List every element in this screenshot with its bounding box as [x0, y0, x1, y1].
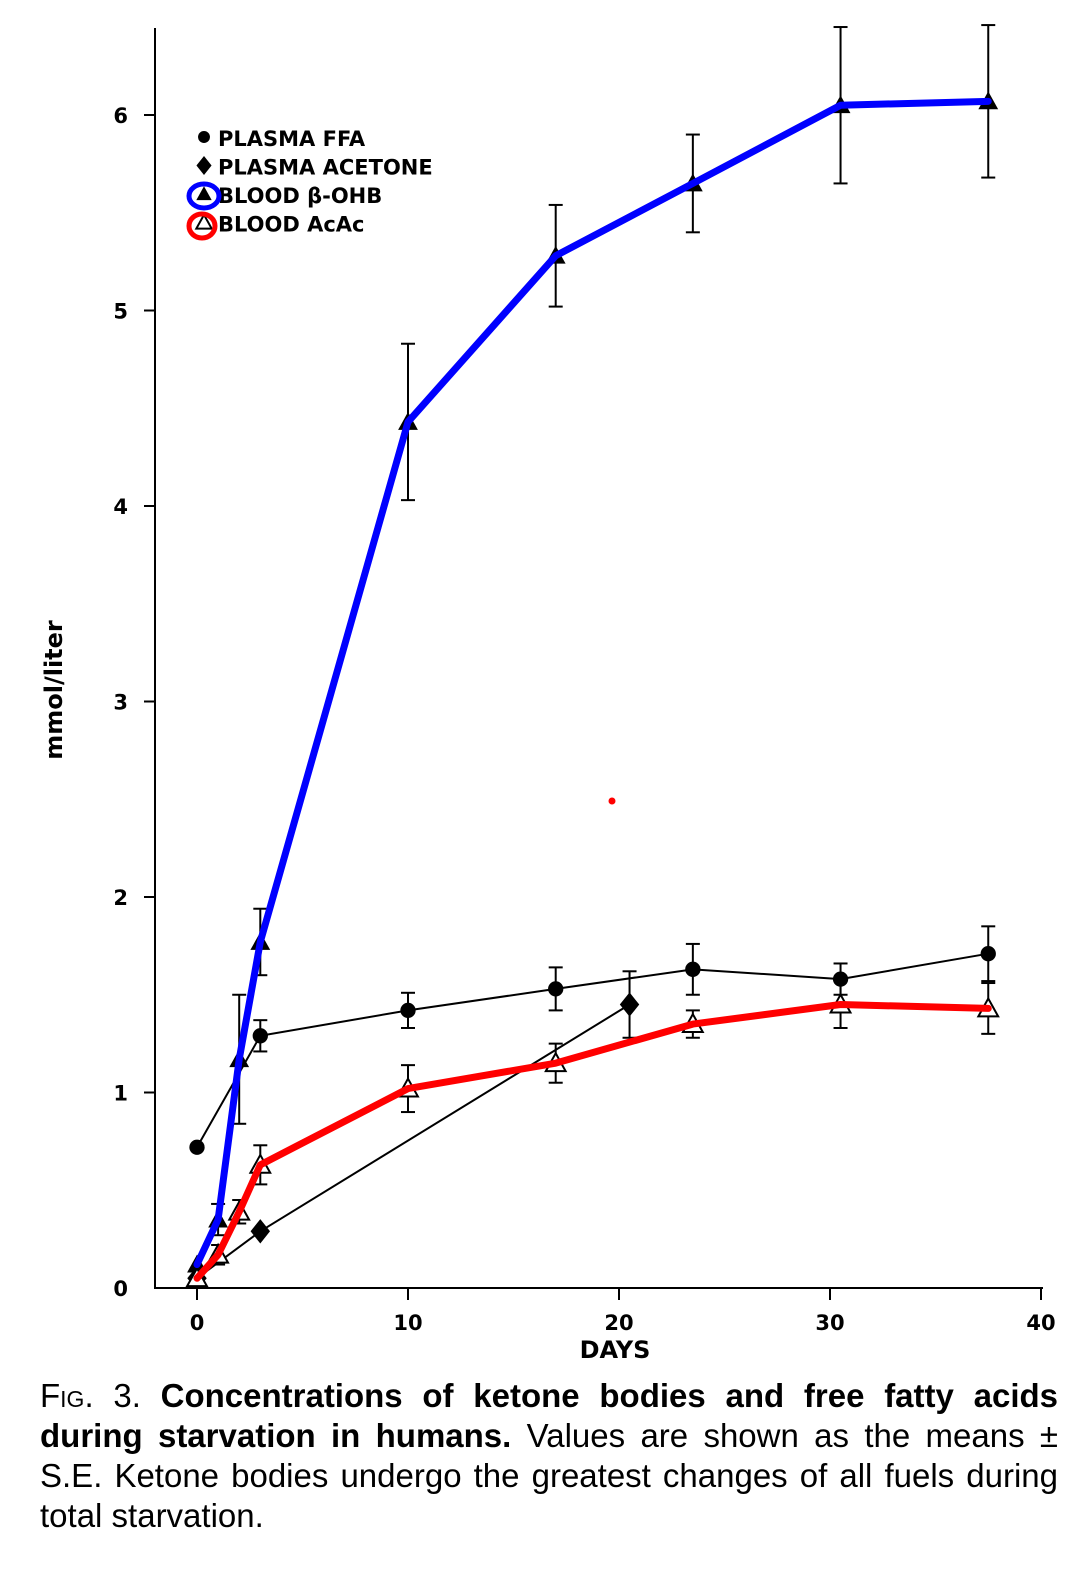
legend-label: BLOOD β-OHB: [218, 184, 382, 208]
caption-body-text: Values are shown as the means ± S.E. Ket…: [40, 1417, 1059, 1534]
y-tick-label: 2: [113, 886, 128, 910]
y-tick-label: 0: [113, 1277, 128, 1301]
ffa-point: [252, 1028, 268, 1044]
legend-item-0: PLASMA FFA: [198, 127, 366, 151]
ffa-point: [548, 981, 564, 997]
y-tick-label: 5: [113, 300, 128, 324]
x-tick-label: 40: [1026, 1311, 1055, 1335]
y-axis-title: mmol/liter: [40, 620, 68, 760]
x-tick-label: 0: [190, 1311, 205, 1335]
series-0: [189, 925, 996, 1155]
stray-red-dot: [608, 797, 616, 805]
x-tick-label: 10: [393, 1311, 422, 1335]
highlight-layer: [193, 97, 992, 1282]
y-tick-label: 6: [113, 104, 128, 128]
chart: 0 1 2 3 4 5 6 0 10 20 30 40 PLASMA FFA PLASMA ACETON…: [40, 24, 1056, 1364]
bohb-point: [196, 186, 212, 201]
ffa-point: [189, 1139, 205, 1155]
acetone-point: [250, 1219, 271, 1244]
x-tick-label: 20: [604, 1311, 633, 1335]
legend: PLASMA FFA PLASMA ACETONE BLOOD β-OHB BLOOD…: [186, 127, 433, 241]
legend-item-1: PLASMA ACETONE: [196, 156, 433, 180]
highlight-line-1: [193, 1001, 992, 1282]
y-tick-label: 4: [113, 495, 128, 519]
axes: 0 1 2 3 4 5 6 0 10 20 30 40: [113, 28, 1056, 1335]
ffa-point: [400, 1002, 416, 1019]
series-line: [196, 100, 989, 1265]
y-tick-label: 1: [113, 1082, 128, 1106]
acetone-point: [196, 156, 212, 175]
x-tick-label: 30: [815, 1311, 844, 1335]
legend-label: PLASMA FFA: [218, 127, 366, 151]
ffa-point: [198, 131, 210, 143]
legend-red-circle: [186, 211, 218, 241]
x-axis-title: DAYS: [580, 1336, 651, 1364]
legend-blue-circle: [186, 181, 222, 211]
figure-caption: Fig. 3. Concentrations of ketone bodies …: [40, 1376, 1058, 1536]
legend-label: BLOOD AcAc: [218, 213, 365, 237]
legend-item-2: BLOOD β-OHB: [196, 184, 382, 208]
caption-bold-text: Concentrations of ketone bodies and free…: [40, 1377, 1058, 1454]
legend-item-3: BLOOD AcAc: [194, 212, 365, 237]
y-tick-label: 3: [113, 691, 128, 715]
ffa-point: [685, 961, 701, 977]
acac-point: [194, 212, 214, 230]
series-line: [196, 1003, 989, 1279]
legend-label: PLASMA ACETONE: [218, 156, 433, 180]
highlight-line-0: [193, 97, 992, 1269]
acetone-point: [619, 992, 640, 1017]
caption-fig-label: Fig. 3.: [40, 1377, 141, 1414]
ffa-point: [832, 971, 849, 987]
ffa-point: [980, 946, 996, 962]
series-1: [187, 970, 640, 1291]
